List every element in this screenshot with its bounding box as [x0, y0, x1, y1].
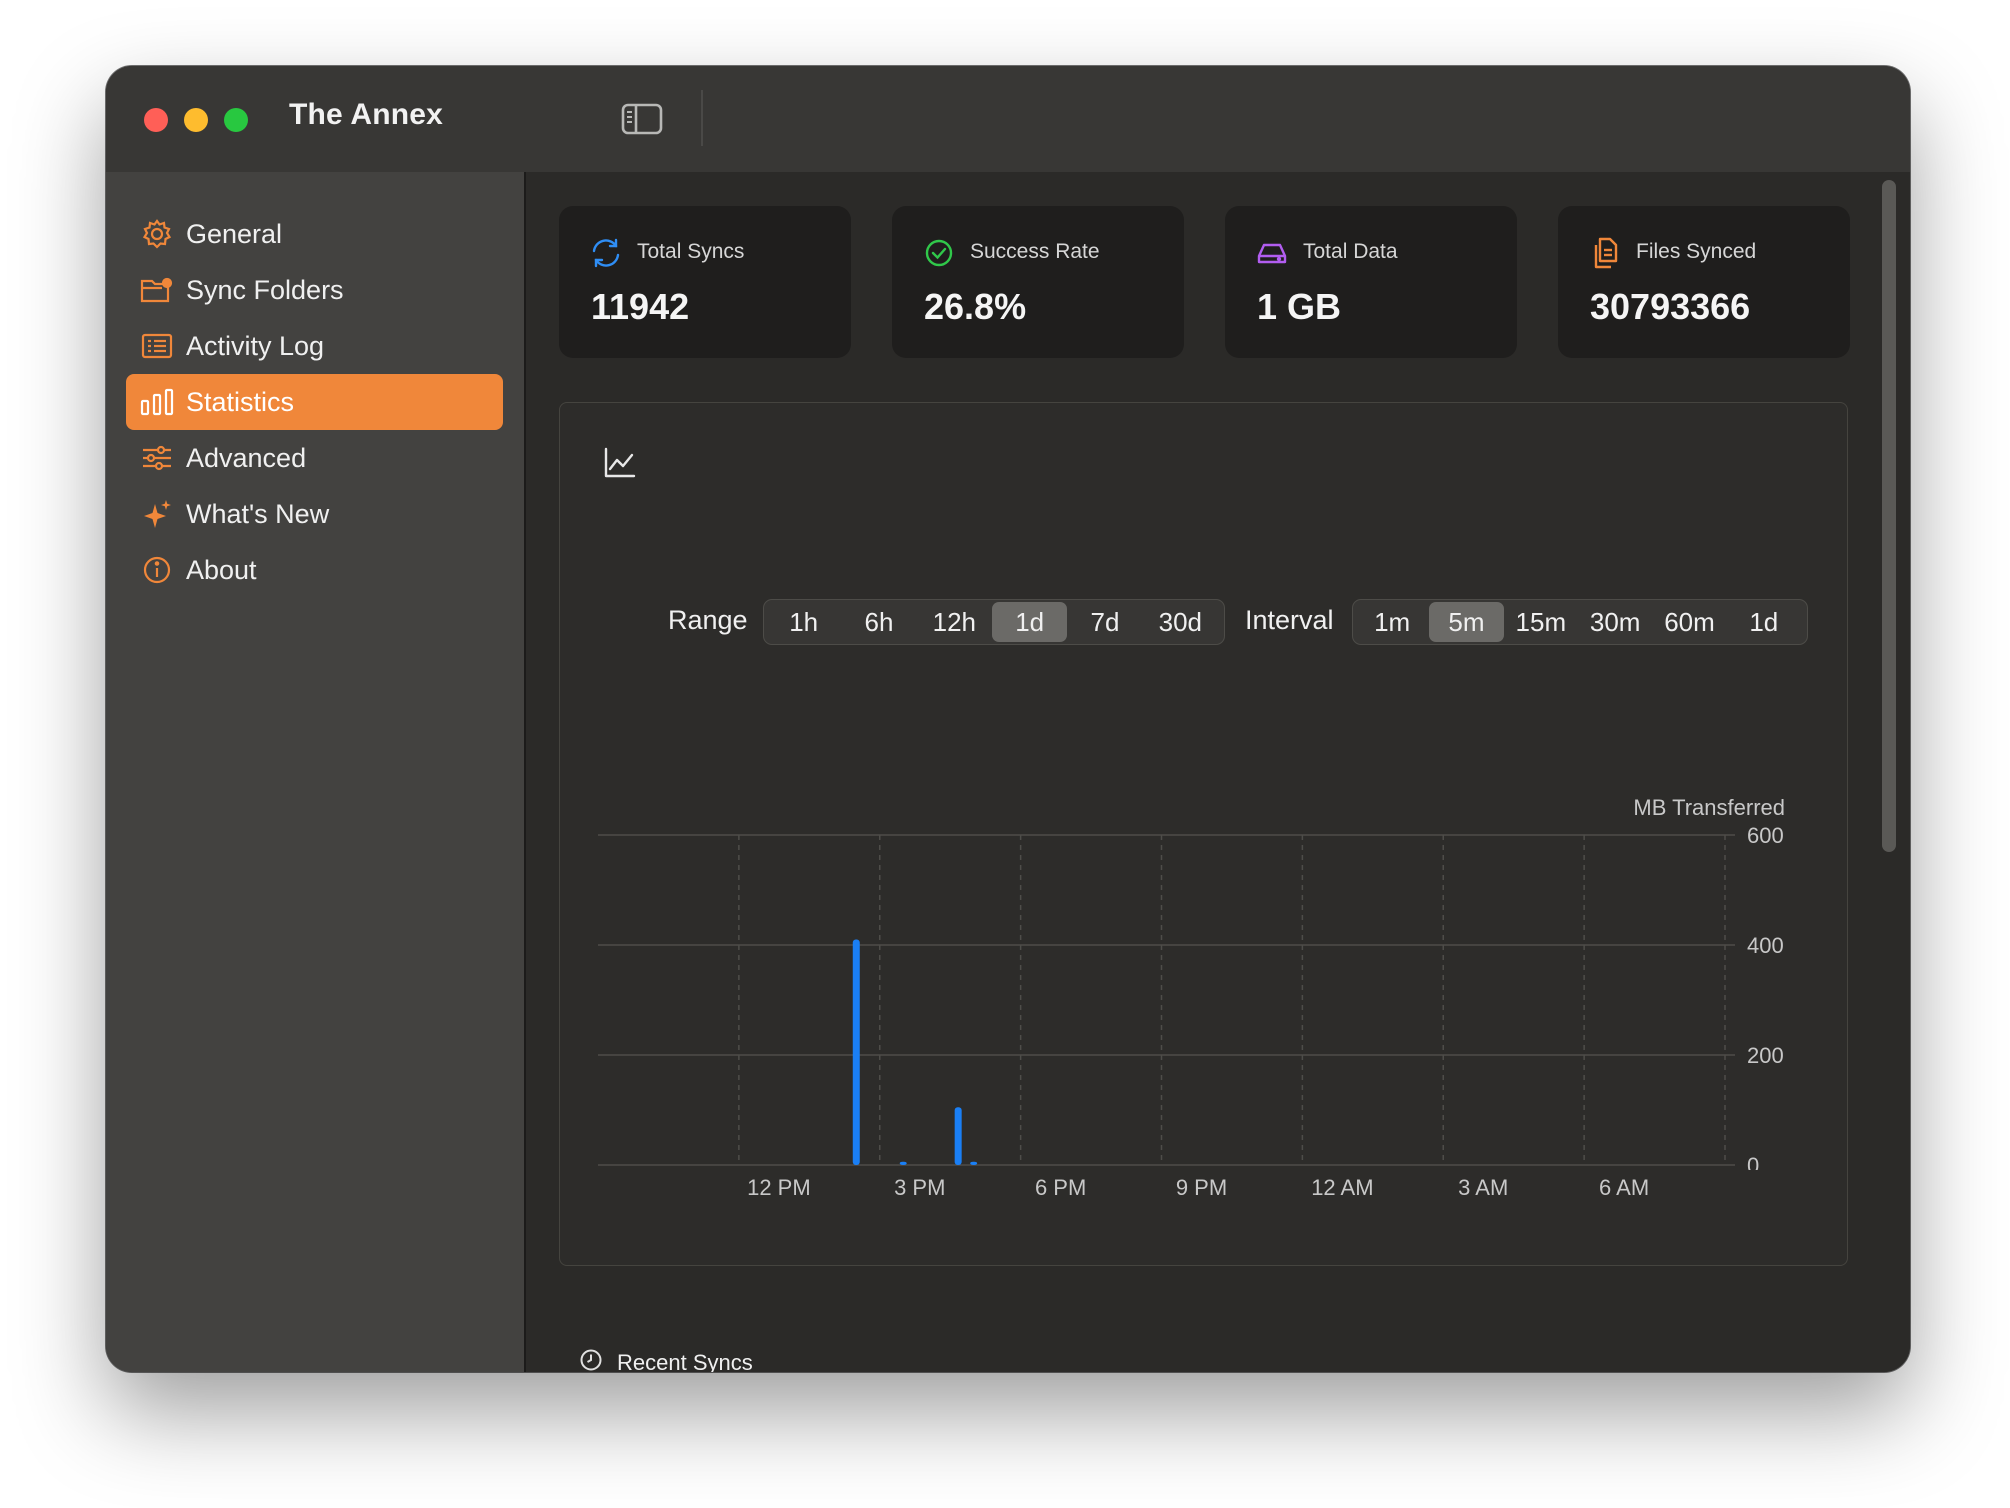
window-title: The Annex — [289, 98, 444, 131]
x-tick-label: 6 PM — [1035, 1175, 1086, 1200]
x-tick-label: 3 PM — [894, 1175, 945, 1200]
sidebar: General Sync Folders Activi — [106, 172, 526, 1372]
stat-label: Total Syncs — [637, 240, 745, 263]
list-icon — [140, 329, 174, 363]
scrollbar-thumb[interactable] — [1882, 180, 1896, 852]
x-tick-label: 12 PM — [747, 1175, 811, 1200]
app-window: The Annex General — [106, 66, 1910, 1372]
chart-panel: Range 1h 6h 12h 1d 7d 30d Interval 1m 5m 15m 30m… — [559, 402, 1848, 1266]
sparkle-icon — [140, 497, 174, 531]
stat-card-total-syncs: Total Syncs 11942 — [559, 206, 851, 358]
sidebar-item-label: Advanced — [186, 442, 307, 473]
stat-value: 11942 — [591, 286, 690, 327]
interval-option-15m[interactable]: 15m — [1515, 606, 1567, 637]
chart-edge-mask — [1737, 1170, 1847, 1210]
range-option-30d[interactable]: 30d — [1158, 606, 1202, 637]
stat-label: Total Data — [1303, 240, 1398, 263]
chart-bar — [899, 1161, 907, 1165]
range-option-1h[interactable]: 1h — [789, 606, 819, 637]
sidebar-item-label: Statistics — [186, 386, 295, 417]
stat-value: 30793366 — [1590, 286, 1751, 327]
zoom-window-button[interactable] — [224, 108, 248, 132]
sidebar-item-label: Sync Folders — [186, 274, 344, 305]
recent-syncs-label: Recent Syncs — [617, 1349, 753, 1373]
sliders-icon — [140, 441, 174, 475]
stat-label: Success Rate — [970, 240, 1100, 263]
sidebar-toggle-icon[interactable] — [621, 102, 663, 136]
x-tick-label: 9 PM — [1176, 1175, 1227, 1200]
sidebar-item-label: About — [186, 554, 257, 585]
interval-option-1m[interactable]: 1m — [1374, 606, 1411, 637]
toolbar-divider — [701, 90, 703, 146]
interval-option-5m[interactable]: 5m — [1429, 602, 1504, 642]
chart-bar — [970, 1161, 978, 1165]
checkmark-circle-icon — [922, 236, 956, 270]
range-option-6h[interactable]: 6h — [864, 606, 894, 637]
minimize-window-button[interactable] — [184, 108, 208, 132]
interval-option-1d[interactable]: 1d — [1749, 606, 1779, 637]
stat-card-total-data: Total Data 1 GB — [1225, 206, 1517, 358]
clock-icon — [579, 1348, 603, 1372]
documents-icon — [1588, 236, 1622, 270]
range-label: Range — [668, 605, 748, 635]
range-option-12h[interactable]: 12h — [932, 606, 977, 637]
y-tick-label: 400 — [1747, 933, 1784, 958]
stat-value: 1 GB — [1257, 286, 1342, 327]
chart-bar — [954, 1107, 962, 1165]
stat-card-files-synced: Files Synced 30793366 — [1558, 206, 1850, 358]
folder-gear-icon — [140, 273, 174, 307]
sidebar-item-about[interactable]: About — [126, 542, 503, 598]
sidebar-item-statistics[interactable]: Statistics — [126, 374, 503, 430]
chart-bar — [852, 939, 860, 1165]
interval-option-30m[interactable]: 30m — [1589, 606, 1641, 637]
line-chart-icon — [602, 445, 638, 481]
range-option-7d[interactable]: 7d — [1090, 606, 1120, 637]
info-icon — [140, 553, 174, 587]
stat-value: 26.8% — [924, 286, 1027, 327]
interval-option-60m[interactable]: 60m — [1664, 606, 1715, 637]
y-axis-label: MB Transferred — [1633, 795, 1785, 820]
x-tick-label: 3 AM — [1458, 1175, 1508, 1200]
interval-label: Interval — [1245, 605, 1334, 635]
interval-segmented-control[interactable]: 1m 5m 15m 30m 60m 1d — [1352, 599, 1808, 645]
range-segmented-control[interactable]: 1h 6h 12h 1d 7d 30d — [763, 599, 1225, 645]
title-bar: The Annex — [106, 66, 1910, 174]
sidebar-item-activity-log[interactable]: Activity Log — [126, 318, 503, 374]
statistics-pane: Total Syncs 11942 Success Rate 26.8% Tot… — [526, 172, 1910, 1372]
gear-icon — [140, 217, 174, 251]
sidebar-item-advanced[interactable]: Advanced — [126, 430, 503, 486]
close-window-button[interactable] — [144, 108, 168, 132]
sync-arrows-icon — [589, 236, 623, 270]
x-tick-label: 12 AM — [1311, 1175, 1373, 1200]
sidebar-item-label: Activity Log — [186, 330, 325, 361]
y-tick-label: 200 — [1747, 1043, 1784, 1068]
drive-icon — [1255, 236, 1289, 270]
y-tick-label: 600 — [1747, 823, 1784, 848]
recent-syncs-header: Recent Syncs — [579, 1348, 753, 1372]
sidebar-item-sync-folders[interactable]: Sync Folders — [126, 262, 503, 318]
bar-chart-icon — [140, 385, 174, 419]
sidebar-item-whats-new[interactable]: What's New — [126, 486, 503, 542]
range-option-1d[interactable]: 1d — [991, 602, 1068, 642]
stat-card-success-rate: Success Rate 26.8% — [892, 206, 1184, 358]
sidebar-item-label: General — [186, 218, 283, 249]
sidebar-item-label: What's New — [186, 498, 330, 529]
sidebar-item-general[interactable]: General — [126, 206, 503, 262]
stat-label: Files Synced — [1636, 240, 1757, 263]
x-tick-label: 6 AM — [1599, 1175, 1649, 1200]
